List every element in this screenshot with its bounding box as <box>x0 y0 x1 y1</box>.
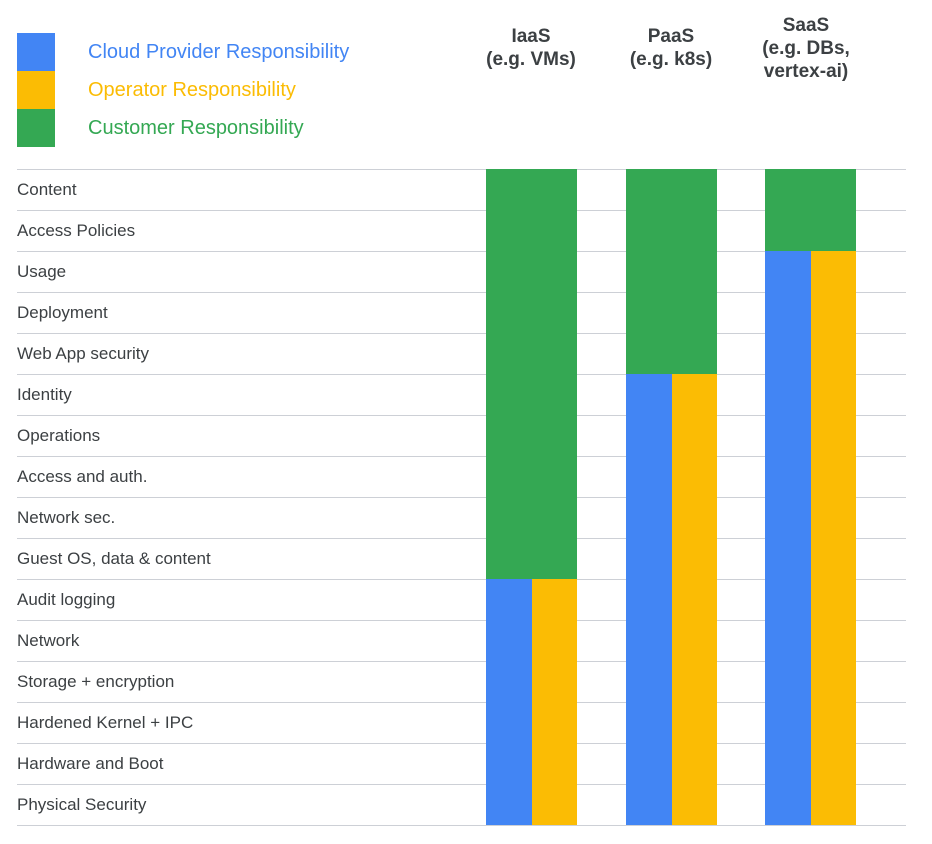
table-row: Content <box>17 169 906 210</box>
column-title-paas: PaaS <box>647 26 695 47</box>
legend <box>17 33 55 147</box>
table-row: Access Policies <box>17 210 906 251</box>
row-label: Operations <box>17 426 101 445</box>
responsibility-layers-table: Content Access Policies Usage Deployment… <box>17 169 906 826</box>
row-label: Access and auth. <box>17 467 148 486</box>
row-label: Deployment <box>17 303 108 322</box>
row-label: Identity <box>17 385 72 404</box>
row-label: Web App security <box>17 344 149 363</box>
row-label: Storage + encryption <box>17 672 175 691</box>
operator-swatch-icon <box>17 71 55 109</box>
table-row: Hardware and Boot <box>17 743 906 784</box>
customer-swatch-icon <box>17 109 55 147</box>
table-row: Usage <box>17 251 906 292</box>
row-label: Hardware and Boot <box>17 754 164 773</box>
column-title-saas: SaaS <box>782 14 830 36</box>
table-row: Identity <box>17 374 906 415</box>
table-row: Access and auth. <box>17 456 906 497</box>
row-label: Network sec. <box>17 508 116 527</box>
row-label: Audit logging <box>17 590 116 609</box>
column-header-iaas: IaaS (e.g. VMs) <box>446 0 616 96</box>
row-label: Physical Security <box>17 795 147 814</box>
row-label: Hardened Kernel + IPC <box>17 713 194 732</box>
column-title-iaas: IaaS <box>511 26 551 47</box>
row-label: Access Policies <box>17 221 136 240</box>
row-label: Network <box>17 631 80 650</box>
table-row: Storage + encryption <box>17 661 906 702</box>
row-label: Usage <box>17 262 67 281</box>
row-label: Guest OS, data & content <box>17 549 211 568</box>
table-row: Hardened Kernel + IPC <box>17 702 906 743</box>
column-header-saas: SaaS (e.g. DBs, vertex-ai) <box>721 0 891 96</box>
column-subtitle-iaas: (e.g. VMs) <box>486 49 576 70</box>
row-label: Content <box>17 180 77 199</box>
table-row: Operations <box>17 415 906 456</box>
legend-label-customer: Customer Responsibility <box>88 116 304 139</box>
table-row: Network sec. <box>17 497 906 538</box>
column-subtitle-saas: (e.g. DBs, vertex-ai) <box>762 37 850 82</box>
table-row: Deployment <box>17 292 906 333</box>
table-row: Web App security <box>17 333 906 374</box>
column-subtitle-paas: (e.g. k8s) <box>629 49 713 70</box>
legend-label-operator: Operator Responsibility <box>88 78 296 101</box>
table-row: Network <box>17 620 906 661</box>
table-row: Guest OS, data & content <box>17 538 906 579</box>
cloud-provider-swatch-icon <box>17 33 55 71</box>
column-header-paas: PaaS (e.g. k8s) <box>586 0 756 96</box>
legend-label-cloud-provider: Cloud Provider Responsibility <box>88 40 350 63</box>
legend-labels: Cloud Provider Responsibility Operator R… <box>88 33 349 147</box>
table-row: Physical Security <box>17 784 906 825</box>
table-row: Audit logging <box>17 579 906 620</box>
